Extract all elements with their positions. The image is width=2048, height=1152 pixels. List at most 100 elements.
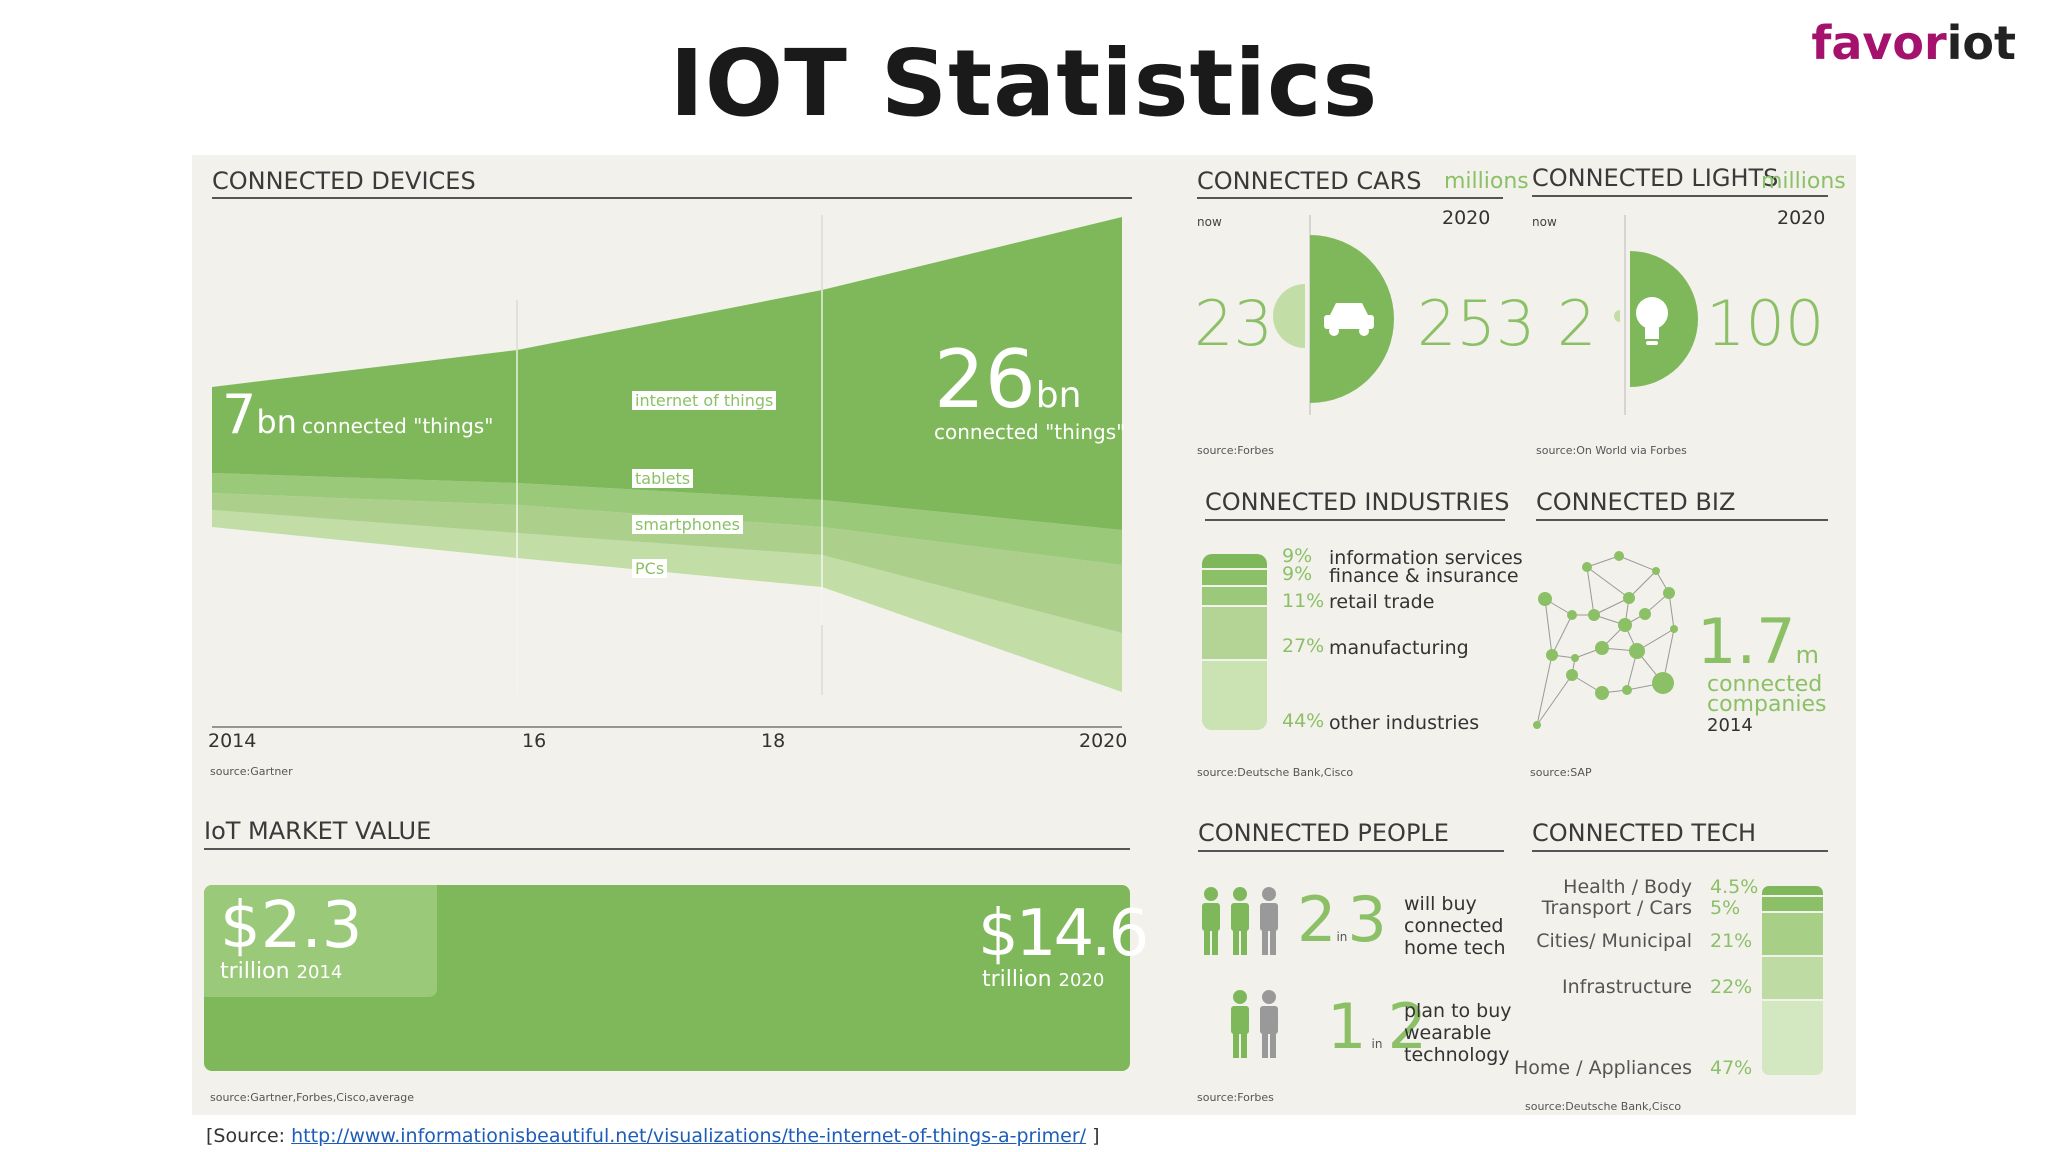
- ind-label: other industries: [1329, 712, 1480, 734]
- person-icon: [1260, 887, 1278, 955]
- biz-year: 2014: [1707, 715, 1753, 736]
- lights-heading: CONNECTED LIGHTS: [1532, 164, 1779, 192]
- people-row-1-b: 3: [1347, 883, 1387, 956]
- people-row-2-a: 1: [1327, 990, 1367, 1063]
- source-prefix: [Source:: [206, 1125, 292, 1147]
- tech-seg-3: [1762, 913, 1823, 955]
- ind-seg-3: [1202, 587, 1267, 605]
- people-heading: CONNECTED PEOPLE: [1198, 819, 1449, 847]
- devices-start-label: 7bn connected "things": [222, 383, 493, 446]
- people-row-1-a: 2: [1297, 883, 1337, 956]
- lights-source: source:On World via Forbes: [1536, 444, 1687, 457]
- layer-iot: [212, 217, 1122, 530]
- market-heading: IoT MARKET VALUE: [204, 817, 432, 845]
- cars-heading: CONNECTED CARS: [1197, 167, 1422, 195]
- tech-label: Infrastructure: [1561, 976, 1692, 998]
- source-citation: [Source: http://www.informationisbeautif…: [206, 1125, 1100, 1147]
- biz-label-1: connected: [1707, 672, 1823, 697]
- logo-part-2: iot: [1946, 16, 2016, 70]
- source-suffix: ]: [1086, 1125, 1100, 1147]
- lights-now-label: now: [1532, 215, 1557, 229]
- people-row-2-text: plan to buy wearable technology: [1404, 1000, 1512, 1066]
- page-title: IOT Statistics: [669, 30, 1379, 137]
- biz-label: connected companies: [1707, 672, 1827, 716]
- devices-end-label: 26bn connected "things": [934, 340, 1126, 445]
- people-row-1-stat: 2in3: [1297, 883, 1387, 956]
- cars-now-half: [1273, 284, 1305, 348]
- favoriot-logo: favoriot: [1811, 16, 2016, 70]
- lights-future-label: 2020: [1777, 207, 1826, 229]
- tick-label: 18: [761, 730, 786, 752]
- cars-half-circles: [1273, 215, 1394, 415]
- people-row-2-in: in: [1371, 1037, 1383, 1051]
- devices-end-num: 26: [934, 333, 1036, 426]
- tech-source: source:Deutsche Bank,Cisco: [1525, 1100, 1682, 1113]
- market-rule: [204, 848, 1130, 850]
- ind-pct: 9%: [1282, 545, 1313, 567]
- tech-pct: 4.5%: [1710, 876, 1759, 898]
- layer-label-pcs: PCs: [632, 559, 668, 578]
- people-row-2-line: wearable: [1404, 1022, 1492, 1044]
- person-icon: [1202, 887, 1220, 955]
- layer-label-tablets: tablets: [632, 469, 694, 488]
- layer-pcs: [212, 510, 1122, 692]
- devices-stream-chart: [212, 215, 1122, 728]
- logo-part-1: favor: [1811, 16, 1947, 70]
- lights-now-half: [1614, 310, 1620, 322]
- tech-stack: [1762, 886, 1823, 1075]
- people-row-1-in: in: [1336, 930, 1348, 944]
- person-icon: [1231, 887, 1249, 955]
- cars-source: source:Forbes: [1197, 444, 1274, 457]
- people-row-1-line: connected: [1404, 915, 1504, 937]
- market-start-year: 2014: [296, 962, 343, 983]
- market-bar-2014: [204, 885, 437, 997]
- biz-network-graph: [1533, 551, 1678, 729]
- market-source: source:Gartner,Forbes,Cisco,average: [210, 1091, 415, 1104]
- person-icon: [1231, 990, 1249, 1058]
- lights-now-value: 2: [1557, 287, 1597, 360]
- tech-seg-4: [1762, 957, 1823, 999]
- cars-rule: [1197, 197, 1503, 199]
- market-end-year: 2020: [1058, 970, 1105, 991]
- people-rule: [1198, 850, 1504, 852]
- ind-seg-1: [1202, 554, 1267, 568]
- market-start-label: $2.3 trillion 2014: [220, 893, 363, 984]
- biz-value: 1.7: [1697, 605, 1796, 678]
- people-row-2-line: plan to buy: [1404, 1000, 1512, 1022]
- ind-pct: 44%: [1282, 710, 1325, 732]
- industries-source: source:Deutsche Bank,Cisco: [1197, 766, 1354, 779]
- devices-end-text: connected "things": [934, 420, 1126, 444]
- devices-start-unit: bn: [256, 403, 297, 441]
- people-icons: [1202, 887, 1278, 1058]
- infographic-panel: CONNECTED DEVICES 7bn connected "things"…: [192, 155, 1856, 1115]
- tech-rule: [1532, 850, 1828, 852]
- cars-future-value: 253: [1417, 287, 1536, 360]
- layer-label-smartphones: smartphones: [632, 515, 743, 534]
- people-row-2-stat: 1 in 2: [1327, 990, 1427, 1063]
- market-end-label: $14.6 trillion 2020: [978, 901, 1149, 992]
- industries-stack: [1202, 554, 1267, 730]
- tech-pct: 5%: [1710, 897, 1741, 919]
- tech-label: Health / Body: [1563, 876, 1692, 898]
- devices-start-num: 7: [222, 383, 257, 446]
- lights-half-circles: [1614, 215, 1698, 415]
- ind-seg-5: [1202, 661, 1267, 730]
- people-row-1-text: will buy connected home tech: [1404, 893, 1506, 959]
- ind-label: information services: [1329, 547, 1523, 569]
- people-source: source:Forbes: [1197, 1091, 1274, 1104]
- tech-seg-2: [1762, 897, 1823, 911]
- devices-start-text: connected "things": [302, 414, 494, 438]
- people-row-1-line: will buy: [1404, 893, 1477, 915]
- cars-now-label: now: [1197, 215, 1222, 229]
- biz-heading: CONNECTED BIZ: [1536, 488, 1736, 516]
- market-start-unit: trillion: [220, 959, 290, 984]
- cars-now-value: 23: [1194, 287, 1273, 360]
- tech-seg-5: [1762, 1001, 1823, 1075]
- ind-label: finance & insurance: [1329, 565, 1519, 587]
- lightbulb-icon: [1636, 297, 1668, 345]
- source-link[interactable]: http://www.informationisbeautiful.net/vi…: [291, 1125, 1087, 1147]
- tech-heading: CONNECTED TECH: [1532, 819, 1757, 847]
- industries-heading: CONNECTED INDUSTRIES: [1205, 488, 1510, 516]
- biz-source: source:SAP: [1530, 766, 1592, 779]
- tech-label: Cities/ Municipal: [1536, 930, 1692, 952]
